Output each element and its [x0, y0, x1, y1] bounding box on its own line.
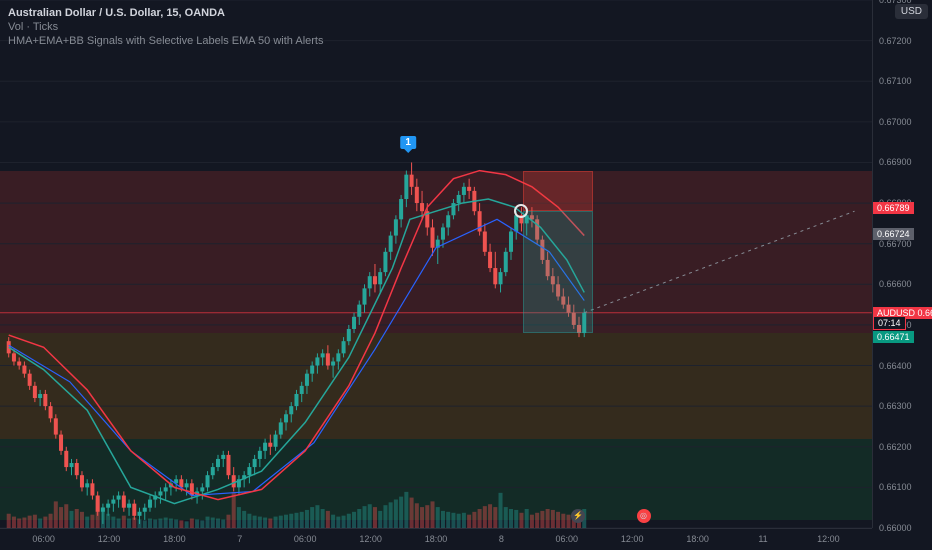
- y-tick: 0.66600: [879, 279, 912, 289]
- price-tag: 0.66724: [873, 228, 914, 240]
- price-tag: 07:14: [873, 316, 906, 330]
- y-tick: 0.66900: [879, 157, 912, 167]
- time-axis[interactable]: 06:00 12:00 18:00 7 06:00 12:00 18:00 8 06:00 12:…: [0, 528, 872, 550]
- x-tick: 06:00: [294, 534, 317, 544]
- y-tick: 0.67300: [879, 0, 912, 5]
- x-tick: 12:00: [817, 534, 840, 544]
- indicator-label: HMA+EMA+BB Signals with Selective Labels…: [8, 34, 323, 48]
- highlight-circle: [514, 204, 528, 218]
- price-tag: 0.66471: [873, 331, 914, 343]
- short-risk-zone: [523, 171, 593, 212]
- x-tick: 12:00: [359, 534, 382, 544]
- y-tick: 0.66300: [879, 401, 912, 411]
- x-tick: 18:00: [163, 534, 186, 544]
- short-reward-zone: [523, 211, 593, 333]
- target-icon[interactable]: ◎: [637, 509, 651, 523]
- y-tick: 0.66700: [879, 239, 912, 249]
- x-tick: 18:00: [425, 534, 448, 544]
- y-tick: 0.67100: [879, 76, 912, 86]
- y-tick: 0.67000: [879, 117, 912, 127]
- price-plot: [0, 0, 872, 528]
- x-tick: 8: [499, 534, 504, 544]
- currency-button[interactable]: USD: [895, 4, 928, 19]
- price-tag: 0.66789: [873, 202, 914, 214]
- x-tick: 06:00: [32, 534, 55, 544]
- flash-icon[interactable]: ⚡: [571, 509, 585, 523]
- x-tick: 7: [237, 534, 242, 544]
- y-tick: 0.66100: [879, 482, 912, 492]
- x-tick: 06:00: [556, 534, 579, 544]
- chart-area[interactable]: Australian Dollar / U.S. Dollar, 15, OAN…: [0, 0, 872, 528]
- y-tick: 0.67200: [879, 36, 912, 46]
- x-tick: 18:00: [686, 534, 709, 544]
- y-tick: 0.66000: [879, 523, 912, 533]
- volume-label: Vol · Ticks: [8, 20, 323, 34]
- x-tick: 12:00: [621, 534, 644, 544]
- short-position-tool[interactable]: [523, 171, 593, 333]
- bar-marker-1: 1: [400, 136, 416, 149]
- x-tick: 11: [758, 534, 767, 544]
- chart-header: Australian Dollar / U.S. Dollar, 15, OAN…: [8, 6, 323, 48]
- price-axis[interactable]: USD 0.67300 0.67200 0.67100 0.67000 0.66900 0…: [872, 0, 932, 528]
- x-tick: 12:00: [98, 534, 121, 544]
- y-tick: 0.66200: [879, 442, 912, 452]
- symbol-title: Australian Dollar / U.S. Dollar, 15, OAN…: [8, 6, 323, 20]
- y-tick: 0.66400: [879, 361, 912, 371]
